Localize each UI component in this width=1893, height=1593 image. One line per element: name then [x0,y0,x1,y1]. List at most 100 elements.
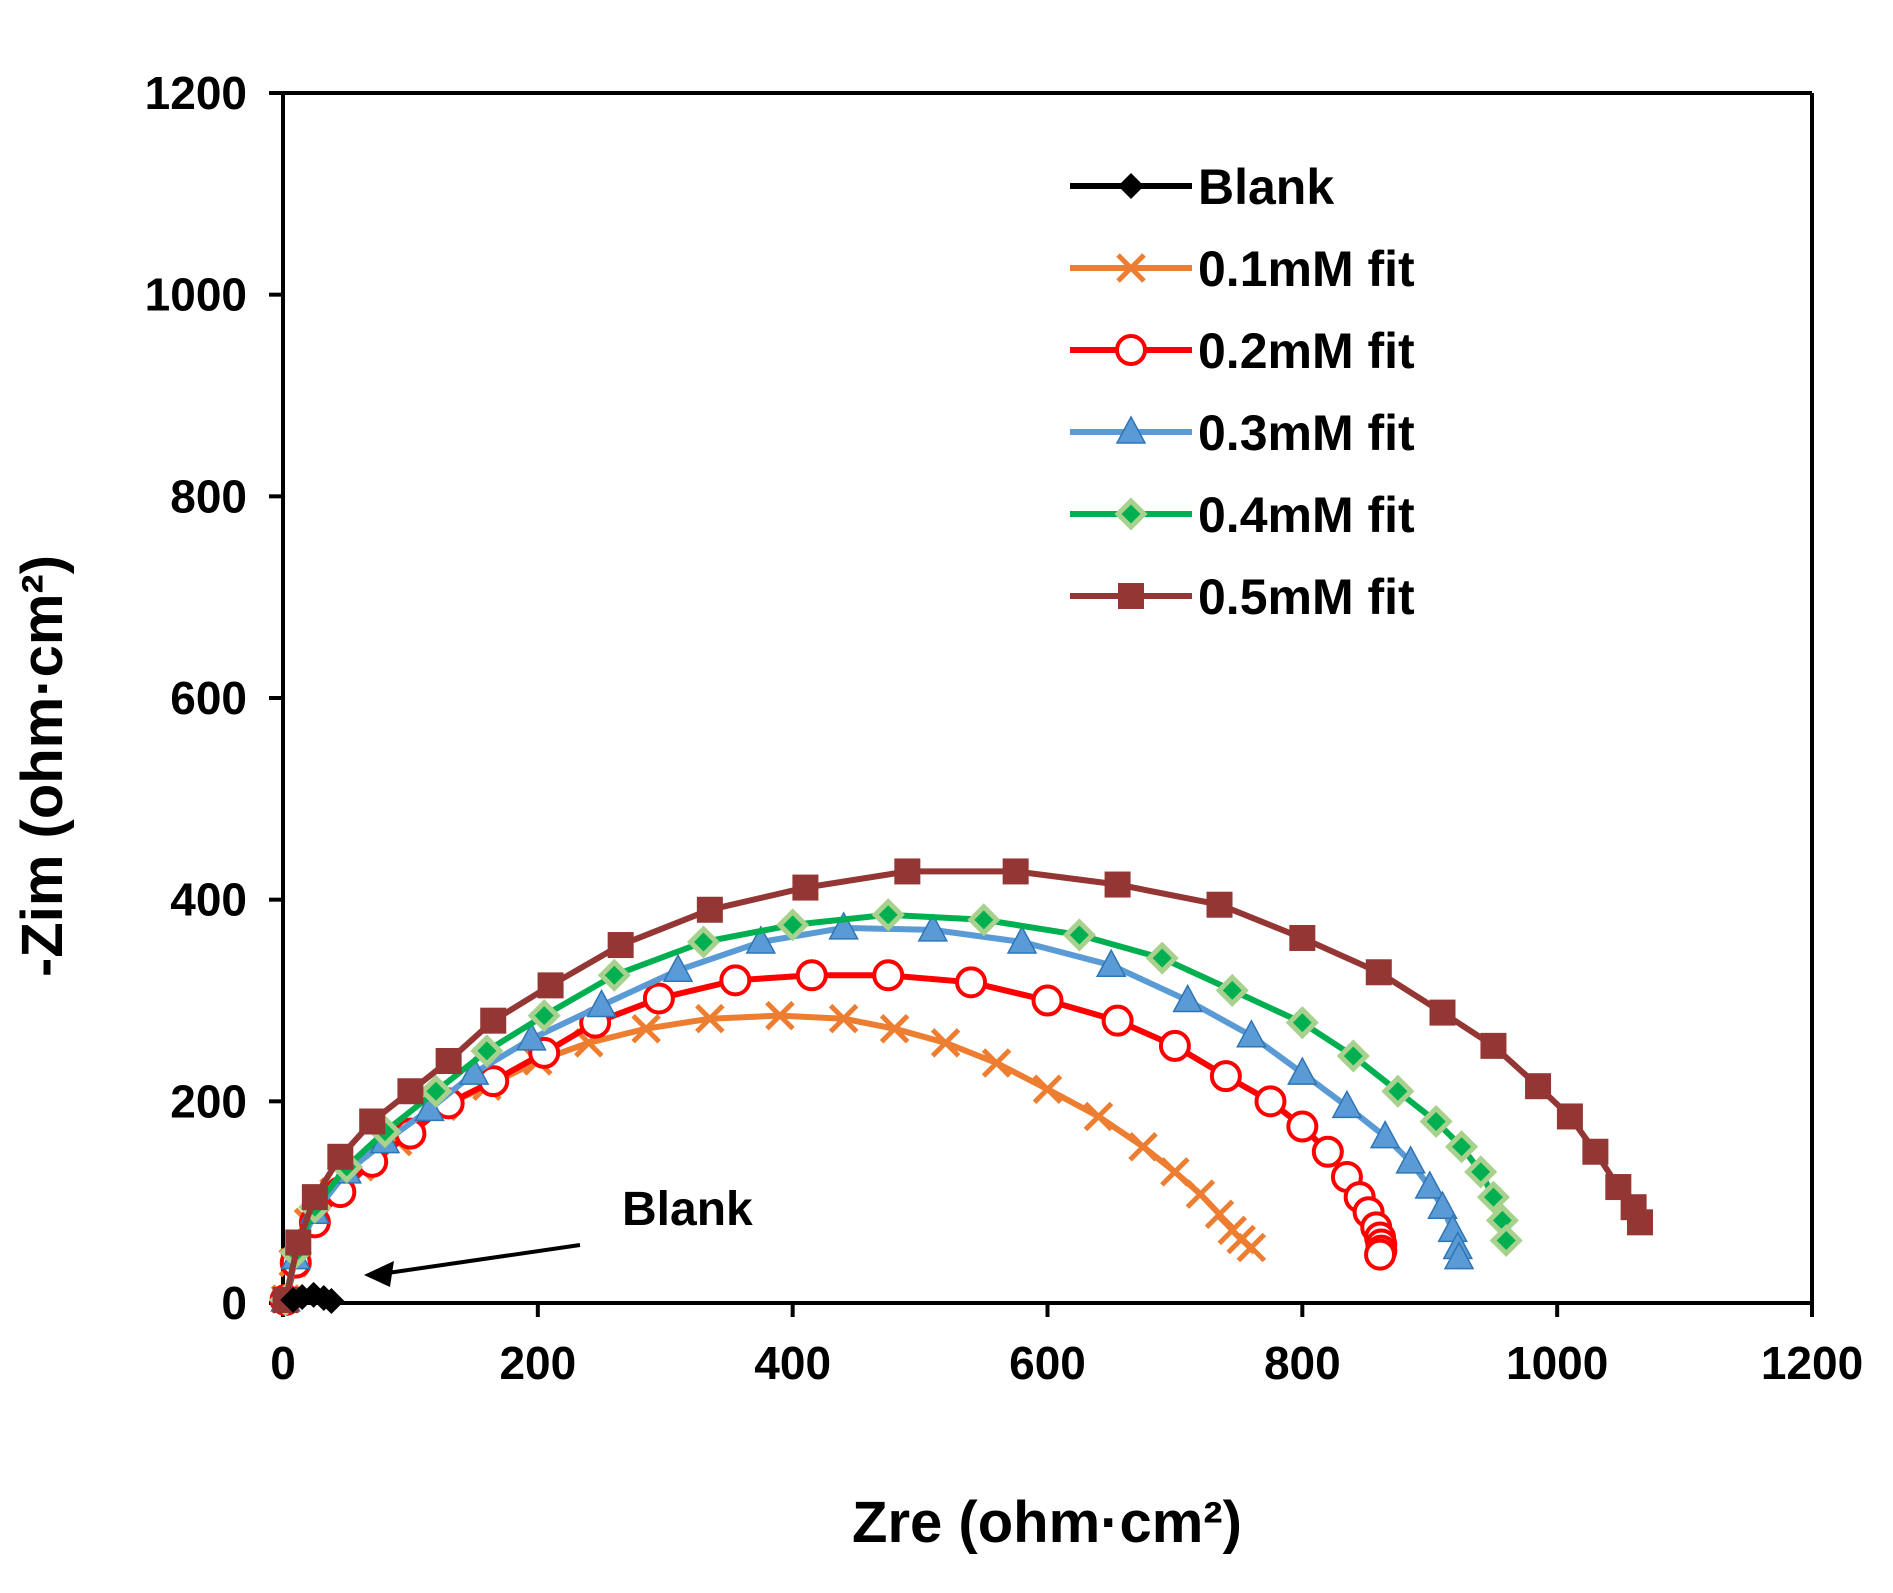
legend-marker [1115,415,1147,444]
legend-marker [1115,334,1147,366]
x-tick-label: 400 [754,1337,831,1389]
x-tick-label: 200 [499,1337,576,1389]
data-point [458,1056,490,1085]
data-point [1236,1019,1267,1048]
y-tick-label: 0 [221,1277,247,1329]
data-point [662,953,694,982]
x-tick-label: 0 [270,1337,296,1389]
data-point [981,1048,1012,1078]
y-axis-title: -Zim (ohm·cm²) [10,555,75,977]
data-point [1215,973,1249,1007]
data-point [1369,1120,1401,1149]
data-point [1437,1213,1468,1243]
y-tick-label: 1200 [145,67,247,119]
legend-label: 0.4mM fit [1198,487,1415,543]
plot-area: 0 200 400 600 800 1000 1200 0 200 400 600 800 1000 12… [145,67,1864,1389]
series-line [282,1012,1254,1300]
legend: Blank 0.1mM fit 0.2mM fit 0.3mM fit 0.4mM fi… [1070,159,1415,625]
data-point [1083,1101,1114,1132]
y-tick-label: 1000 [145,269,247,321]
data-point [327,1143,354,1170]
data-point [1254,1085,1287,1118]
data-point [828,911,859,940]
data-point [1331,1089,1363,1119]
data-point [1095,948,1127,977]
legend-entry: Blank [1070,159,1334,215]
annotation-label: Blank [622,1183,753,1236]
data-point [1626,1209,1653,1236]
data-point [301,1184,328,1211]
data-point [1489,1223,1523,1258]
legend-entry: 0.3mM fit [1070,405,1415,461]
data-point [516,1022,547,1051]
legend-label: 0.5mM fit [1198,569,1415,625]
data-point [745,925,777,954]
legend-entry: 0.2mM fit [1070,323,1415,379]
data-point [871,898,905,932]
annotation-arrow-shaft [373,1243,581,1277]
legend-marker [1118,173,1144,199]
legend-entry: 0.1mM fit [1070,241,1415,297]
data-point [1525,1073,1552,1100]
data-point [1031,984,1064,1017]
data-point [872,959,905,992]
data-point [1236,1232,1267,1263]
data-point [419,1074,453,1108]
legend-label: Blank [1198,159,1334,215]
data-point [930,1028,961,1058]
data-point [480,1007,507,1034]
annotation-arrow-head [363,1260,394,1287]
data-point [631,1013,661,1044]
data-point [359,1108,386,1135]
data-point [586,988,617,1018]
data-point [1206,891,1233,918]
data-point [1158,1029,1191,1062]
x-tick-label: 1000 [1506,1337,1608,1389]
data-point [414,1092,445,1122]
data-point [686,925,721,959]
legend-marker [1118,583,1144,609]
legend-label: 0.2mM fit [1198,323,1415,379]
data-point [597,958,631,992]
data-point [1556,1103,1583,1130]
data-point [696,896,723,923]
data-point [1427,1190,1458,1219]
legend-label: 0.1mM fit [1198,241,1415,297]
data-point [695,1003,725,1034]
legend-marker [1114,497,1148,531]
data-point [765,1000,795,1031]
data-point [607,932,634,959]
data-point [1062,918,1096,952]
data-point [1311,1135,1344,1168]
blank-annotation: Blank [363,1183,753,1287]
data-point [1464,1155,1498,1189]
data-point [1101,1004,1134,1037]
legend-label: 0.3mM fit [1198,405,1415,461]
series-0-1mm-fit [270,1000,1267,1314]
y-tick-label: 200 [170,1075,247,1127]
data-point [1365,959,1392,986]
data-point [1476,1180,1510,1214]
data-point [719,964,752,997]
data-point [318,1287,345,1314]
x-tick-label: 1200 [1761,1337,1863,1389]
data-point [435,1048,462,1074]
series-0-2mm-fit [269,959,1398,1316]
data-point [879,1013,910,1044]
data-point [1172,983,1203,1013]
series-0-5mm-fit [272,858,1653,1313]
y-tick-label: 600 [170,672,247,724]
data-point [1395,1145,1426,1174]
data-point [1209,1060,1242,1093]
data-point [1336,1039,1370,1073]
data-point [828,1003,859,1034]
data-point [1419,1104,1453,1139]
series-line [282,972,1385,1301]
data-point [1429,999,1456,1026]
data-point [1160,1157,1190,1187]
data-point [1414,1170,1446,1199]
legend-marker [1116,253,1146,283]
data-point [1289,924,1316,951]
data-point [1145,941,1179,975]
